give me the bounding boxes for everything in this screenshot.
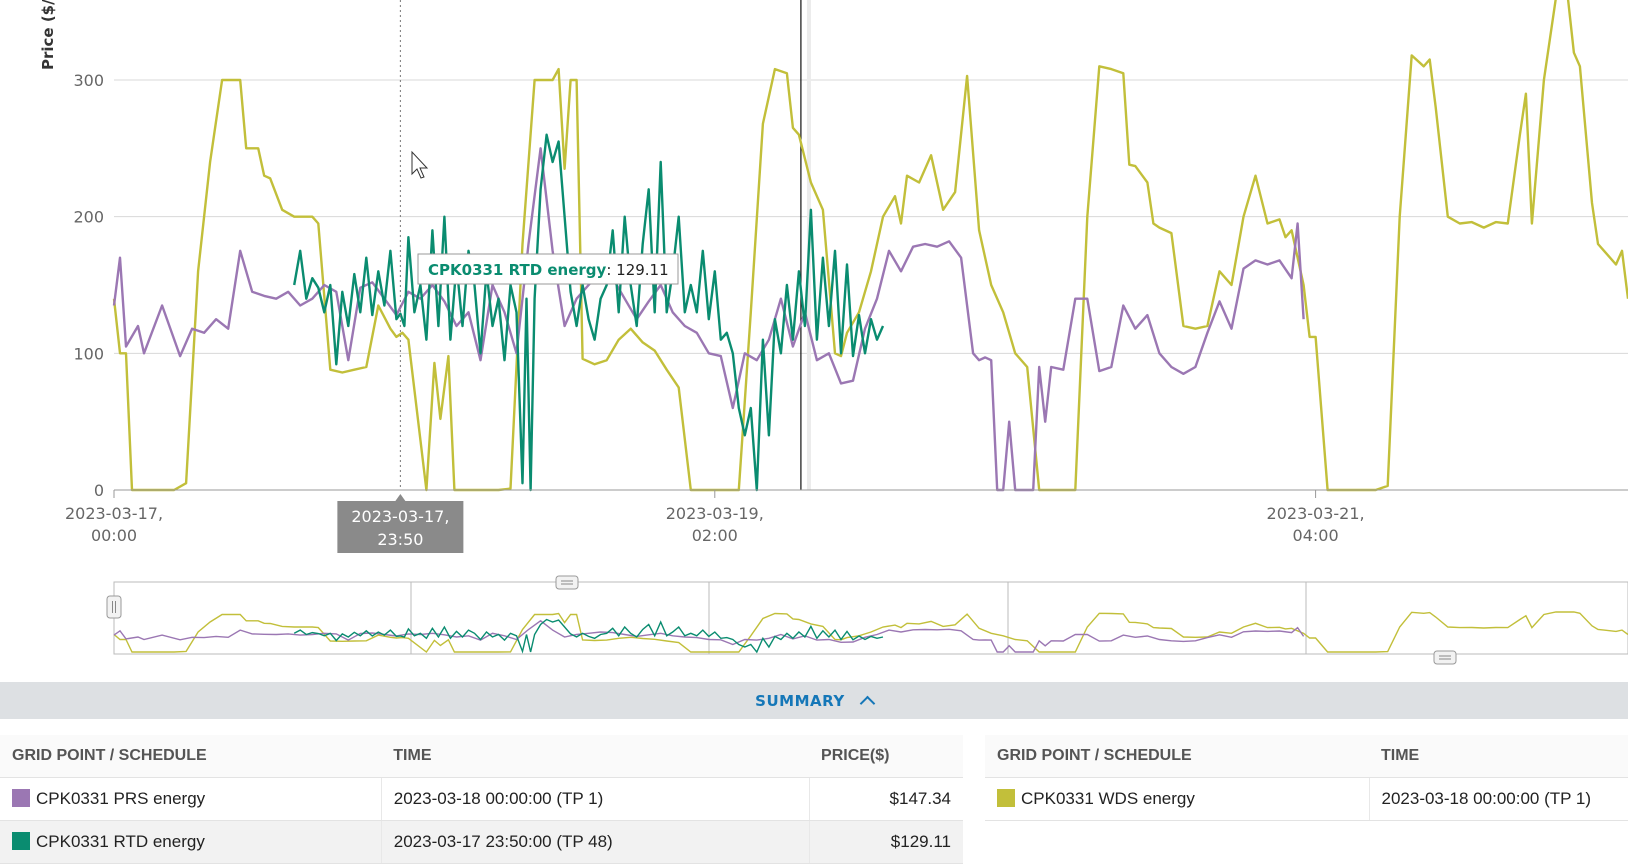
summary-toggle[interactable]: SUMMARY: [0, 682, 1628, 719]
navigator-series-2: [293, 618, 884, 654]
y-tick-label: 300: [73, 71, 104, 90]
tooltip-series: CPK0331 RTD energy: [428, 261, 607, 279]
tooltip-value: 129.11: [616, 261, 669, 279]
x-tick-label: 2023-03-17,: [65, 504, 163, 523]
x-hover-label: 23:50: [377, 530, 423, 549]
x-hover-pointer: [395, 494, 406, 501]
grid-point-cell: CPK0331 PRS energy: [0, 777, 382, 821]
tooltip-colon: :: [606, 261, 616, 279]
x-hover-label: 2023-03-17,: [351, 507, 449, 526]
x-tick-label: 02:00: [692, 526, 738, 545]
col-grid-point: GRID POINT / SCHEDULE: [985, 735, 1369, 778]
grid-point-cell: CPK0331 RTD energy: [0, 820, 382, 864]
time-cell: 2023-03-18 00:00:00 (TP 1): [1369, 777, 1628, 821]
col-grid-point: GRID POINT / SCHEDULE: [0, 735, 382, 778]
x-tick-label: 04:00: [1293, 526, 1339, 545]
navigator-series-0: [113, 611, 1628, 654]
col-time: TIME: [1369, 735, 1628, 778]
hover-tooltip: CPK0331 RTD energy: 129.11 2023-03-17, 23:…: [337, 0, 679, 553]
table-row: CPK0331 PRS energy 2023-03-18 00:00:00 (T…: [0, 777, 963, 821]
grid-point-name: CPK0331 WDS energy: [1021, 789, 1195, 808]
grid-point-name: CPK0331 PRS energy: [36, 789, 206, 808]
navigator-top-handle[interactable]: [555, 575, 579, 590]
col-time: TIME: [381, 735, 810, 778]
series-swatch: [12, 789, 30, 807]
tooltip-text: CPK0331 RTD energy: 129.11: [428, 261, 669, 279]
y-tick-label: 200: [73, 208, 104, 227]
price-cell: $147.34: [809, 777, 963, 821]
series-swatch: [997, 789, 1015, 807]
summary-table-left: GRID POINT / SCHEDULE TIME PRICE($) CPK0…: [0, 735, 963, 864]
navigator-frame: [113, 581, 1628, 655]
col-price: PRICE($): [809, 735, 963, 778]
navigator[interactable]: [106, 575, 1628, 665]
mouse-cursor-icon: [411, 150, 429, 179]
summary-label: SUMMARY: [755, 692, 845, 710]
y-tick-label: 0: [94, 481, 104, 500]
x-tick-label: 2023-03-21,: [1267, 504, 1365, 523]
summary-table-right: GRID POINT / SCHEDULE TIME CPK0331 WDS e…: [985, 735, 1628, 821]
series-line-2: [293, 133, 885, 492]
navigator-bottom-handle[interactable]: [1433, 650, 1457, 665]
y-axis-label: Price ($/: [39, 0, 57, 70]
price-cell: $129.11: [809, 820, 963, 864]
price-chart[interactable]: 0 100 200 300 2023-03-17, 00:00 2023-03-19, 02:…: [0, 0, 1628, 682]
x-tick-label: 2023-03-19,: [666, 504, 764, 523]
grid-point-name: CPK0331 RTD energy: [36, 832, 205, 851]
chart-series: [112, 0, 1628, 492]
series-swatch: [12, 832, 30, 850]
x-hover-label-box: [337, 501, 464, 553]
chart-axes: 0 100 200 300 2023-03-17, 00:00 2023-03-19, 02:…: [65, 71, 1628, 545]
navigator-left-handle[interactable]: [106, 595, 122, 619]
table-row: CPK0331 RTD energy 2023-03-17 23:50:00 (T…: [0, 820, 963, 864]
chevron-up-icon: [859, 695, 876, 712]
grid-point-cell: CPK0331 WDS energy: [985, 777, 1370, 821]
chart-grid: [114, 79, 1628, 491]
x-tick-label: 00:00: [91, 526, 137, 545]
time-cell: 2023-03-17 23:50:00 (TP 48): [381, 820, 810, 864]
y-tick-label: 100: [73, 344, 104, 363]
tooltip-box: [417, 253, 679, 285]
time-cell: 2023-03-18 00:00:00 (TP 1): [381, 777, 810, 821]
table-row: CPK0331 WDS energy 2023-03-18 00:00:00 (T…: [985, 777, 1628, 821]
series-line-0: [112, 0, 1628, 492]
